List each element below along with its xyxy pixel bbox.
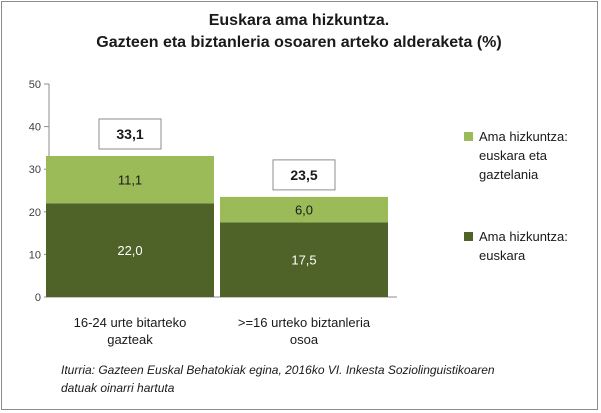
bar-value-label: 17,5 xyxy=(291,253,316,268)
legend-label: gaztelania xyxy=(479,167,539,182)
total-label: 33,1 xyxy=(116,126,143,142)
y-tick-label: 30 xyxy=(29,164,41,176)
chart-title-line-1: Gazteen eta biztanleria osoaren arteko a… xyxy=(96,34,501,51)
y-tick-label: 50 xyxy=(29,79,41,91)
x-category-label: >=16 urteko biztanleria xyxy=(238,315,371,330)
legend-swatch xyxy=(464,232,473,241)
y-tick-label: 20 xyxy=(29,207,41,219)
legend-label: euskara eta xyxy=(479,148,548,163)
bar-value-label: 6,0 xyxy=(295,203,313,218)
bar-segment xyxy=(46,203,214,297)
y-tick-label: 10 xyxy=(29,249,41,261)
y-tick-label: 40 xyxy=(29,122,41,134)
x-category-label: gazteak xyxy=(107,332,153,347)
source-note: Iturria: Gazteen Euskal Behatokiak egina… xyxy=(61,363,495,377)
legend-label: euskara xyxy=(479,248,526,263)
source-note: datuak oinarri hartuta xyxy=(61,381,175,395)
total-label-box xyxy=(272,159,336,191)
total-label: 23,5 xyxy=(290,167,317,183)
y-tick-label: 0 xyxy=(35,292,41,304)
bar-value-label: 22,0 xyxy=(117,243,142,258)
bar-value-label: 11,1 xyxy=(118,173,142,188)
bar-segment xyxy=(220,196,388,223)
x-category-label: 16-24 urte bitarteko xyxy=(74,315,187,330)
bar-segment xyxy=(46,155,214,204)
legend-label: Ama hizkuntza: xyxy=(479,129,568,144)
chart-title-line-0: Euskara ama hizkuntza. xyxy=(209,12,390,29)
legend-label: Ama hizkuntza: xyxy=(479,229,568,244)
x-category-label: osoa xyxy=(290,332,319,347)
total-label-box xyxy=(98,118,162,150)
legend-swatch xyxy=(464,132,473,141)
bar-segment xyxy=(220,222,388,297)
